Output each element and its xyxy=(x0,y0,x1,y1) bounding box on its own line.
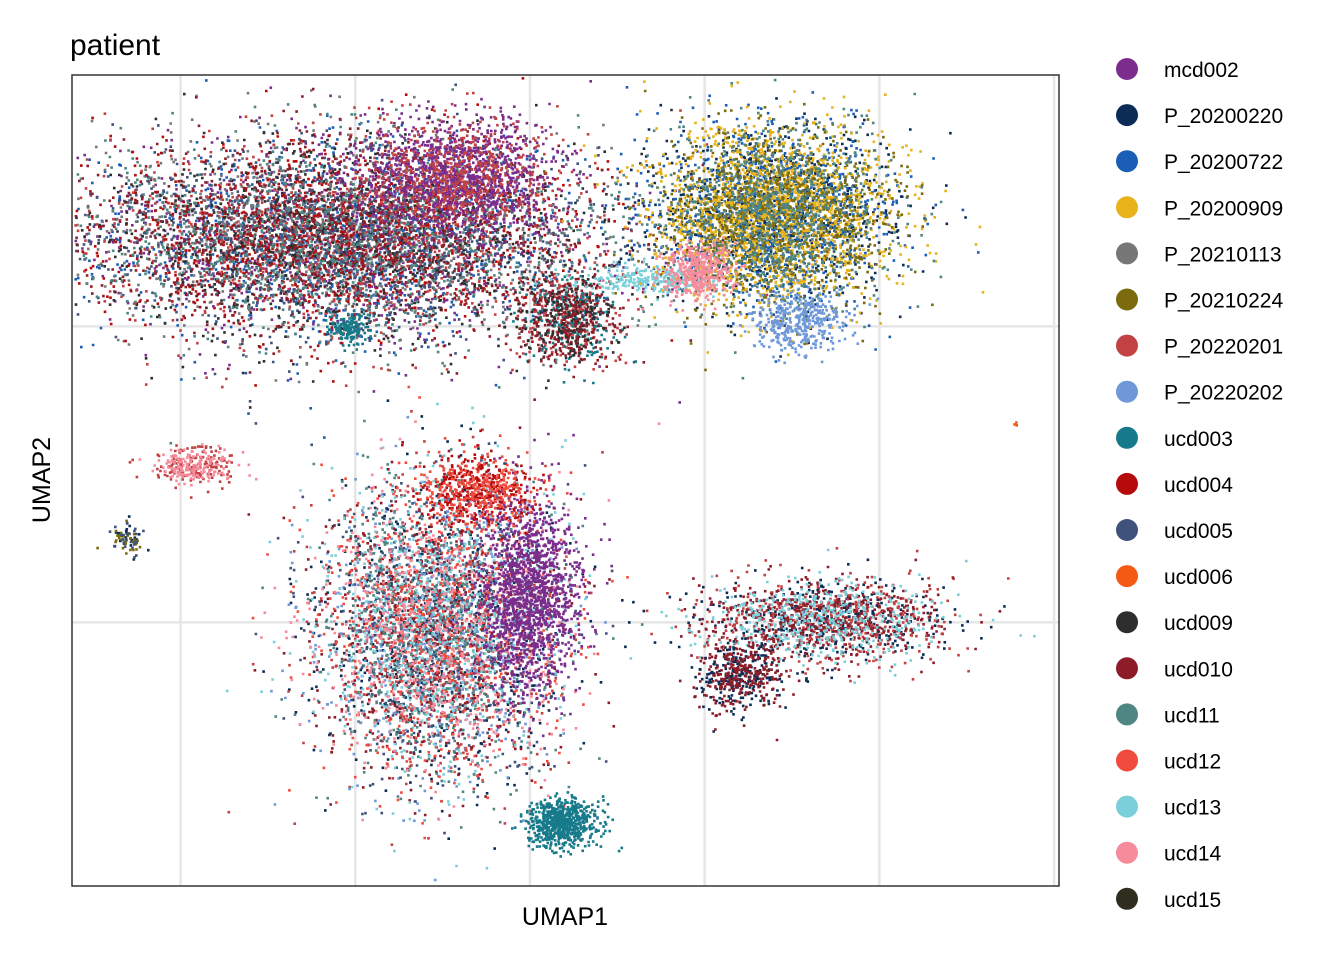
legend-item-ucd12: ucd12 xyxy=(1116,749,1221,774)
legend-label-P_20200909: P_20200909 xyxy=(1164,197,1283,220)
legend-label-ucd11: ucd11 xyxy=(1164,704,1220,727)
legend-label-ucd15: ucd15 xyxy=(1164,889,1221,912)
legend: mcd002 P_20200220 P_20200722 P_20200909 P_20… xyxy=(1116,58,1283,912)
legend-key-ucd14 xyxy=(1116,841,1138,864)
points-mcd002-cluster-0 xyxy=(74,80,757,404)
x-axis-label: UMAP1 xyxy=(522,903,608,931)
legend-item-ucd15: ucd15 xyxy=(1116,887,1221,912)
legend-key-ucd010 xyxy=(1116,657,1138,680)
points-ucd13-cluster-10 xyxy=(225,402,592,870)
points-ucd003-cluster-15 xyxy=(510,791,624,858)
scatter-points xyxy=(74,77,1036,882)
points-ucd12-cluster-10 xyxy=(251,385,629,840)
legend-item-ucd11: ucd11 xyxy=(1116,703,1220,727)
legend-label-P_20220201: P_20220201 xyxy=(1164,336,1283,359)
legend-key-ucd11 xyxy=(1116,703,1138,726)
points-ucd12-cluster-12 xyxy=(376,445,573,528)
legend-item-ucd006: ucd006 xyxy=(1116,565,1233,589)
legend-item-P_20200722: P_20200722 xyxy=(1116,150,1283,174)
legend-label-ucd14: ucd14 xyxy=(1164,843,1222,866)
legend-label-ucd13: ucd13 xyxy=(1164,797,1221,820)
points-P_20220202-cluster-10 xyxy=(270,415,607,882)
legend-key-P_20200220 xyxy=(1116,104,1138,127)
points-ucd13-cluster-3 xyxy=(534,255,757,302)
legend-label-ucd010: ucd010 xyxy=(1164,658,1233,681)
y-axis-label: UMAP2 xyxy=(28,437,56,523)
legend-label-P_20210224: P_20210224 xyxy=(1164,290,1283,313)
legend-item-P_20200220: P_20200220 xyxy=(1116,104,1283,128)
legend-key-ucd005 xyxy=(1116,519,1138,541)
legend-item-ucd009: ucd009 xyxy=(1116,611,1233,635)
legend-key-ucd006 xyxy=(1116,565,1138,588)
legend-label-P_20200722: P_20200722 xyxy=(1164,151,1283,174)
points-ucd14-cluster-5 xyxy=(641,236,747,312)
chart-title: patient xyxy=(70,29,161,62)
legend-item-P_20210113: P_20210113 xyxy=(1116,242,1282,266)
legend-key-P_20220201 xyxy=(1116,334,1138,357)
points-ucd004-cluster-0 xyxy=(75,77,746,387)
legend-item-P_20220201: P_20220201 xyxy=(1116,334,1283,359)
legend-label-P_20220202: P_20220202 xyxy=(1164,382,1283,405)
points-P_20220201-cluster-1 xyxy=(293,91,622,260)
points-P_20210113-cluster-0 xyxy=(76,89,763,394)
legend-key-P_20200722 xyxy=(1116,150,1138,173)
legend-item-ucd003: ucd003 xyxy=(1116,426,1233,451)
legend-key-ucd13 xyxy=(1116,795,1138,818)
points-ucd005-cluster-9 xyxy=(108,522,145,559)
legend-key-P_20220202 xyxy=(1116,380,1138,403)
points-ucd003-cluster-7 xyxy=(324,297,376,352)
points-ucd11-cluster-10 xyxy=(261,358,644,829)
legend-label-P_20200220: P_20200220 xyxy=(1164,105,1283,128)
legend-label-ucd004: ucd004 xyxy=(1164,474,1233,497)
legend-label-ucd005: ucd005 xyxy=(1164,520,1233,543)
legend-key-P_20210224 xyxy=(1116,288,1138,311)
legend-label-ucd006: ucd006 xyxy=(1164,566,1233,589)
legend-item-ucd005: ucd005 xyxy=(1116,519,1233,543)
points-P_20220202-cluster-6 xyxy=(739,275,880,365)
legend-key-ucd003 xyxy=(1116,426,1138,449)
legend-item-ucd004: ucd004 xyxy=(1116,472,1233,497)
points-ucd010-cluster-2 xyxy=(498,249,629,401)
points-P_20200722-cluster-0 xyxy=(74,79,745,439)
points-ucd010-cluster-13 xyxy=(679,558,1002,683)
points-P_20210224-cluster-9 xyxy=(96,519,142,555)
legend-label-P_20210113: P_20210113 xyxy=(1164,243,1282,266)
legend-item-P_20210224: P_20210224 xyxy=(1116,288,1283,313)
legend-item-mcd002: mcd002 xyxy=(1116,58,1239,82)
legend-label-mcd002: mcd002 xyxy=(1164,59,1239,82)
legend-label-ucd003: ucd003 xyxy=(1164,428,1233,451)
legend-key-P_20200909 xyxy=(1116,196,1138,219)
points-ucd14-cluster-8 xyxy=(138,443,258,487)
legend-key-ucd12 xyxy=(1116,749,1138,772)
points-ucd006-cluster-16 xyxy=(1013,421,1019,427)
points-mcd002-cluster-11 xyxy=(450,432,613,742)
legend-label-ucd12: ucd12 xyxy=(1164,751,1221,774)
legend-item-ucd010: ucd010 xyxy=(1116,657,1233,681)
legend-item-ucd13: ucd13 xyxy=(1116,795,1221,820)
legend-key-P_20210113 xyxy=(1116,242,1138,265)
legend-key-ucd004 xyxy=(1116,472,1138,495)
legend-item-P_20200909: P_20200909 xyxy=(1116,196,1283,220)
legend-item-ucd14: ucd14 xyxy=(1116,841,1222,866)
panel-border xyxy=(71,74,1060,887)
legend-key-mcd002 xyxy=(1116,58,1138,80)
legend-key-ucd009 xyxy=(1116,611,1138,634)
legend-item-P_20220202: P_20220202 xyxy=(1116,380,1283,405)
points-ucd010-cluster-14 xyxy=(678,630,795,742)
legend-label-ucd009: ucd009 xyxy=(1164,612,1233,635)
points-P_20200220-cluster-13 xyxy=(624,558,1006,683)
legend-key-ucd15 xyxy=(1116,887,1138,910)
